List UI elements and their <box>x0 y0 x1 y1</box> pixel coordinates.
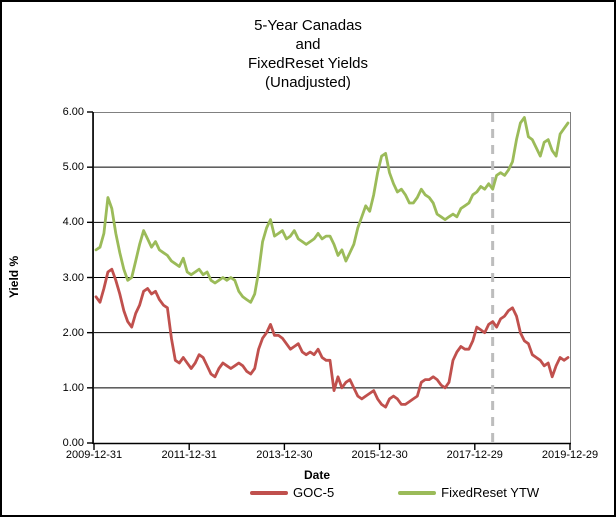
legend-item-fixedreset: FixedReset YTW <box>398 485 539 500</box>
y-tick-label: 0.00 <box>62 437 84 449</box>
y-tick-label: 3.00 <box>62 271 84 284</box>
fixedreset-series-line <box>94 116 570 304</box>
legend: GOC-5 FixedReset YTW <box>250 485 539 500</box>
chart-title: 5-Year Canadas and FixedReset Yields (Un… <box>2 16 614 92</box>
y-tick-label: 2.00 <box>62 326 84 339</box>
y-tick-label: 5.00 <box>62 161 84 174</box>
y-tick-label: 4.00 <box>62 216 84 229</box>
chart-title-line4: (Unadjusted) <box>265 74 351 91</box>
goc5-series-line <box>94 267 570 409</box>
y-tick-label: 6.00 <box>62 106 84 118</box>
x-axis-title: Date <box>303 468 330 482</box>
chart-title-line3: FixedReset Yields <box>247 55 369 72</box>
x-tick-label: 2009-12-31 <box>65 449 123 461</box>
fixedreset-line-swatch <box>398 490 437 495</box>
chart-title-line2: and <box>295 36 321 53</box>
goc5-line-swatch <box>250 490 288 495</box>
chart-title-line1: 5-Year Canadas <box>254 17 362 34</box>
legend-label-fixedreset: FixedReset YTW <box>441 485 540 500</box>
x-tick-label: 2011-12-31 <box>161 449 217 461</box>
x-tick-label: 2015-12-30 <box>351 449 408 461</box>
y-tick-label: 1.00 <box>62 381 84 394</box>
legend-item-goc5: GOC-5 <box>250 485 334 500</box>
x-tick-label: 2019-12-29 <box>541 449 599 461</box>
x-tick-label: 2013-12-30 <box>256 449 313 461</box>
legend-label-goc5: GOC-5 <box>293 485 335 500</box>
x-tick-label: 2017-12-29 <box>446 449 503 461</box>
